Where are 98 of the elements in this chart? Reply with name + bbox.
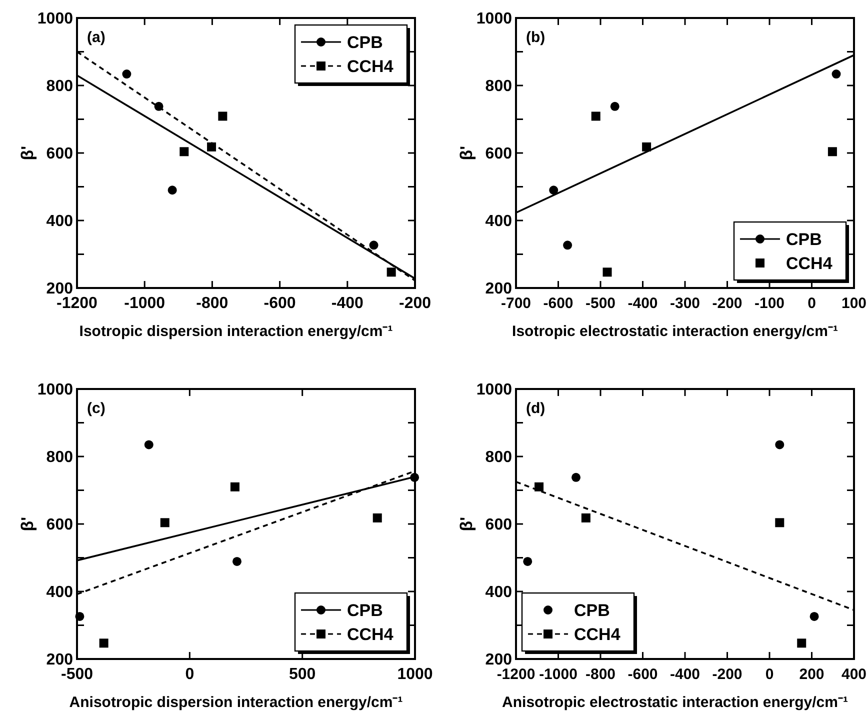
legend-label: CCH4 [786, 254, 833, 273]
point [810, 612, 819, 621]
point [775, 440, 784, 450]
point [534, 482, 544, 492]
x-tick-label: -400 [670, 666, 700, 683]
y-tick-label: 800 [46, 78, 74, 96]
point [207, 142, 216, 152]
x-tick-label: -400 [331, 295, 364, 312]
point [610, 102, 620, 111]
point [602, 268, 612, 277]
legend-label: CCH4 [347, 624, 394, 644]
x-tick-label: -800 [196, 295, 228, 312]
x-tick-label: -100 [754, 295, 785, 312]
x-tick-label: -1200 [56, 295, 98, 312]
x-tick-label: -500 [60, 666, 94, 683]
point [218, 112, 228, 121]
point [144, 440, 154, 450]
point [168, 186, 177, 195]
y-tick-label: 800 [485, 78, 512, 96]
x-tick-label: -400 [628, 295, 658, 312]
legend-label: CCH4 [347, 56, 394, 76]
x-tick-label: 1000 [397, 666, 433, 683]
point [160, 518, 170, 528]
x-axis-title: Isotropic dispersion interaction energy/cm⁻¹ [79, 323, 393, 340]
annotation: (d) [526, 400, 546, 417]
legend-label: CPB [347, 600, 383, 620]
point [122, 70, 132, 79]
point [775, 518, 784, 528]
y-axis-title: β' [18, 516, 37, 532]
x-tick-label: 0 [808, 295, 816, 312]
x-tick-label: -800 [585, 666, 616, 683]
annotation: (c) [87, 400, 106, 417]
x-tick-label: 0 [185, 666, 194, 683]
point [642, 142, 652, 152]
x-tick-label: -300 [670, 295, 700, 312]
x-tick-label: 0 [765, 666, 774, 683]
y-tick-label: 800 [485, 449, 512, 466]
x-tick-label: -200 [712, 666, 742, 683]
x-tick-label: 200 [799, 666, 824, 683]
x-tick-label: -1000 [539, 666, 578, 683]
point [581, 513, 590, 522]
point [386, 268, 396, 277]
point [563, 240, 572, 250]
point [180, 147, 189, 156]
x-tick-label: 100 [841, 295, 867, 312]
annotation: (a) [87, 29, 106, 46]
point [523, 556, 532, 566]
legend-label: CPB [347, 32, 383, 52]
y-axis-title: β' [18, 146, 37, 160]
x-tick-label: -1000 [124, 295, 166, 312]
point [591, 112, 600, 121]
x-tick-label: -600 [264, 295, 296, 312]
y-tick-label: 400 [46, 584, 74, 602]
legend-label: CPB [786, 230, 822, 249]
y-axis-title: β' [457, 516, 476, 532]
point [571, 472, 580, 482]
point [75, 612, 84, 621]
point [828, 147, 837, 156]
y-tick-label: 600 [485, 146, 512, 163]
x-tick-label: -200 [712, 295, 742, 312]
x-tick-label: -200 [398, 295, 432, 312]
point [797, 638, 806, 648]
x-axis-title: Isotropic electrostatic interaction energy/cm⁻¹ [512, 323, 838, 340]
x-tick-label: -600 [543, 295, 574, 312]
x-tick-label: -600 [628, 666, 658, 683]
y-tick-label: 400 [485, 213, 512, 230]
y-axis-title: β' [457, 146, 476, 160]
x-tick-label: -1200 [496, 666, 536, 683]
x-tick-label: 400 [841, 666, 867, 683]
y-tick-label: 200 [46, 280, 74, 298]
y-tick-label: 400 [46, 213, 74, 230]
y-tick-label: 1000 [37, 382, 74, 399]
y-tick-label: 200 [46, 652, 74, 669]
legend-label: CCH4 [574, 624, 621, 644]
y-tick-label: 200 [485, 280, 512, 298]
point [230, 482, 240, 492]
y-tick-label: 600 [46, 516, 74, 534]
point [232, 556, 242, 566]
point [549, 186, 558, 195]
x-tick-label: -700 [500, 295, 532, 312]
annotation: (b) [526, 29, 546, 46]
point [369, 240, 378, 250]
y-tick-label: 1000 [476, 382, 512, 399]
y-tick-label: 1000 [476, 10, 512, 28]
x-tick-label: 500 [288, 666, 316, 683]
point [99, 638, 108, 648]
y-tick-label: 600 [46, 146, 74, 163]
x-tick-label: -500 [585, 295, 616, 312]
point [832, 70, 841, 79]
x-axis-title: Anisotropic electrostatic interaction energy/cm⁻¹ [502, 694, 848, 711]
y-tick-label: 1000 [37, 10, 74, 28]
x-axis-title: Anisotropic dispersion interaction energy/cm⁻¹ [69, 694, 403, 711]
y-tick-label: 400 [485, 584, 512, 602]
y-tick-label: 200 [485, 652, 512, 669]
legend-label: CPB [574, 600, 610, 620]
point [372, 513, 382, 522]
y-tick-label: 600 [485, 516, 512, 534]
y-tick-label: 800 [46, 449, 74, 466]
